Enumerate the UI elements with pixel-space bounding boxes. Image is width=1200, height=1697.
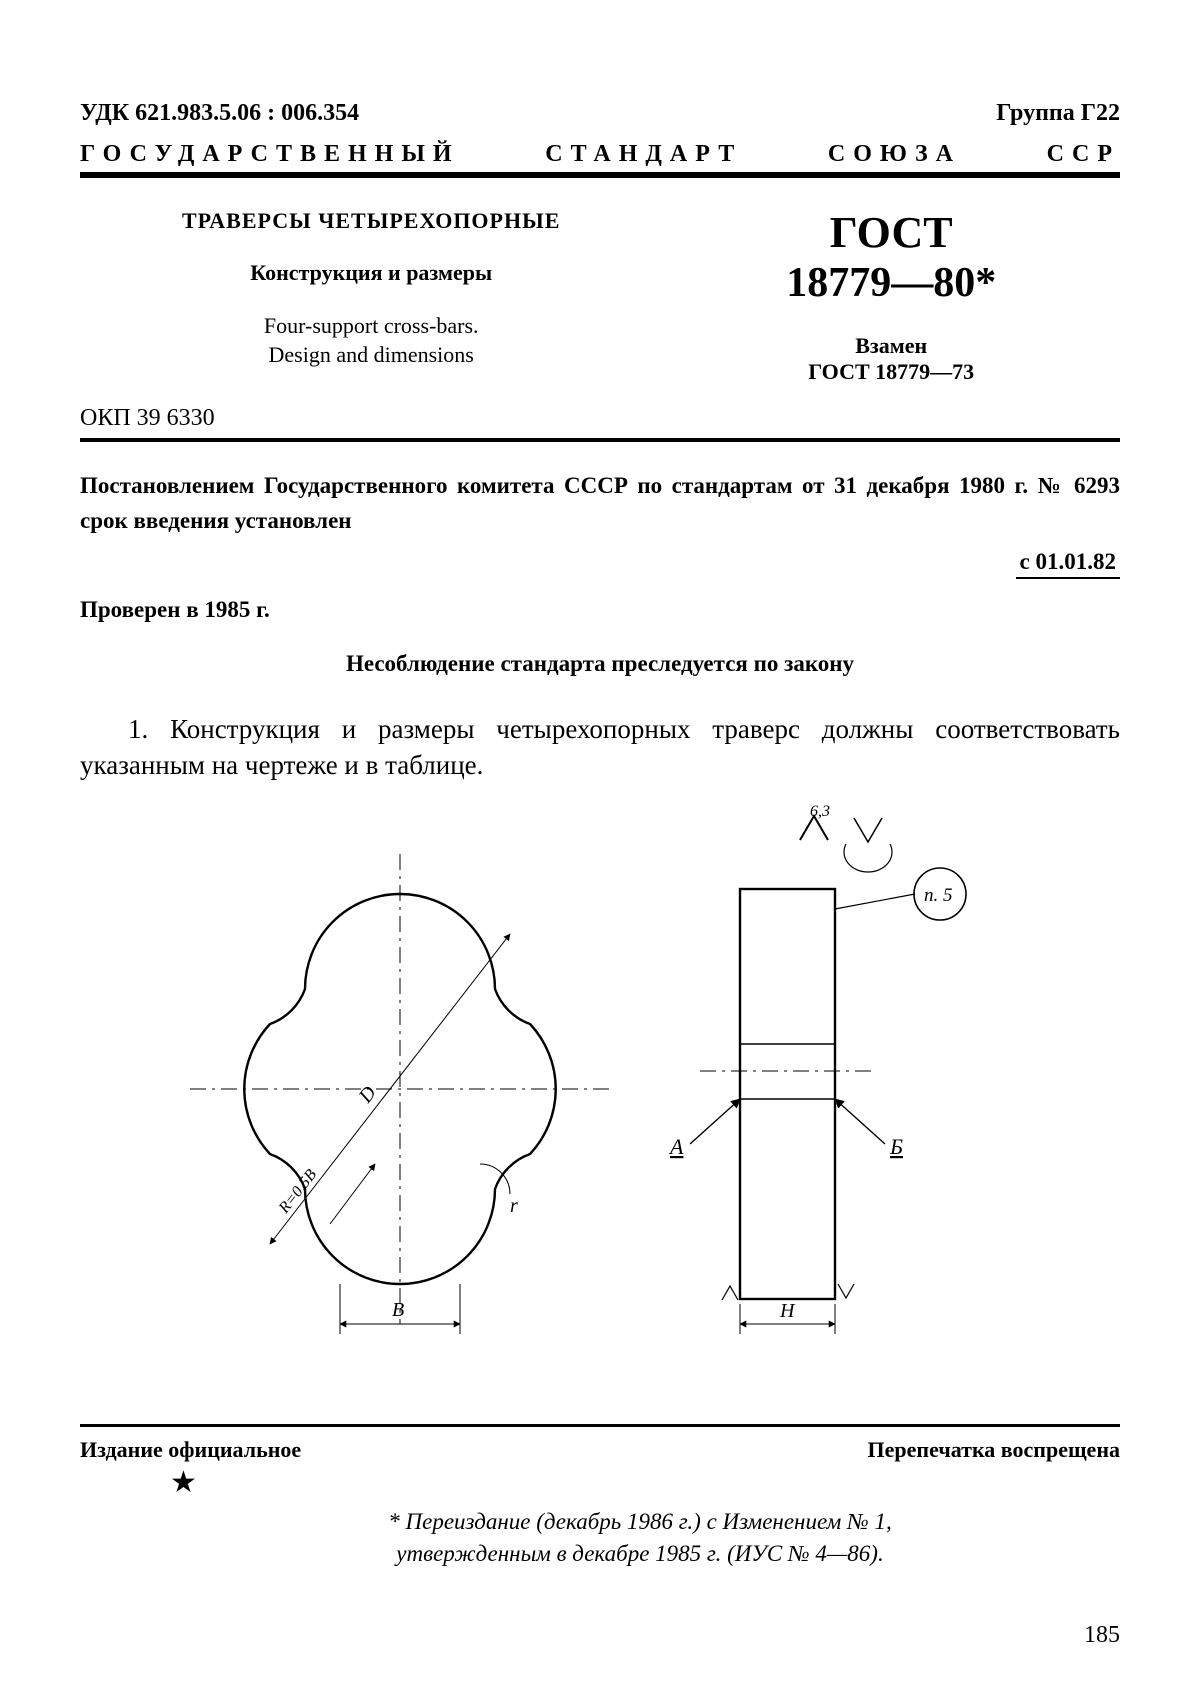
section-B: Б	[889, 1134, 903, 1159]
udk-code: УДК 621.983.5.06 : 006.354	[80, 100, 359, 127]
technical-drawing: 6,3 D r R=0,5B B А	[80, 794, 1120, 1414]
decree-text: Постановлением Государственного комитета…	[80, 468, 1120, 539]
okp-code: ОКП 39 6330	[80, 405, 1120, 432]
footer-rule	[80, 1424, 1120, 1427]
title-en-line2: Design and dimensions	[269, 342, 474, 367]
gost-number: 18779—80*	[662, 259, 1120, 307]
rule-thick-1	[80, 172, 1120, 178]
side-rect	[740, 889, 835, 1299]
replaces-code: ГОСТ 18779—73	[662, 359, 1120, 385]
section-A: А	[668, 1134, 684, 1159]
dim-r: r	[510, 1195, 518, 1217]
law-warning: Несоблюдение стандарта преследуется по з…	[80, 651, 1120, 677]
header-right: ГОСТ 18779—80* Взамен ГОСТ 18779—73	[662, 208, 1120, 385]
rule-2	[80, 438, 1120, 442]
footer-row: Издание официальное Перепечатка воспреще…	[80, 1437, 1120, 1463]
star-icon: ★	[170, 1465, 1120, 1500]
title-en: Four-support cross-bars. Design and dime…	[80, 312, 662, 369]
dim-D: D	[354, 1081, 381, 1107]
header-left: ТРАВЕРСЫ ЧЕТЫРЕХОПОРНЫЕ Конструкция и ра…	[80, 208, 662, 385]
group-code: Группа Г22	[996, 100, 1120, 127]
footer-right: Перепечатка воспрещена	[868, 1437, 1120, 1463]
title-en-line1: Four-support cross-bars.	[264, 313, 479, 338]
effective-row: с 01.01.82	[80, 549, 1120, 579]
footnote: * Переиздание (декабрь 1986 г.) с Измене…	[240, 1506, 1040, 1570]
page-number: 185	[1084, 1622, 1120, 1649]
checked-text: Проверен в 1985 г.	[80, 597, 1120, 623]
note-p5: п. 5	[924, 885, 953, 906]
footnote-line2: утвержденным в декабре 1985 г. (ИУС № 4—…	[396, 1541, 883, 1566]
footer-left: Издание официальное	[80, 1437, 301, 1463]
title-ru: ТРАВЕРСЫ ЧЕТЫРЕХОПОРНЫЕ	[80, 208, 662, 234]
replaces-label: Взамен	[662, 333, 1120, 359]
paragraph-1: 1. Конструкция и размеры четырехопорных …	[80, 711, 1120, 784]
dim-H: H	[779, 1300, 796, 1322]
top-meta-row: УДК 621.983.5.06 : 006.354 Группа Г22	[80, 100, 1120, 127]
surface-roughness-symbol: 6,3	[800, 803, 892, 872]
gost-label: ГОСТ	[662, 208, 1120, 259]
footnote-line1: * Переиздание (декабрь 1986 г.) с Измене…	[388, 1509, 891, 1534]
subtitle-ru: Конструкция и размеры	[80, 260, 662, 286]
header-block: ТРАВЕРСЫ ЧЕТЫРЕХОПОРНЫЕ Конструкция и ра…	[80, 208, 1120, 385]
dim-B: B	[392, 1299, 404, 1321]
banner-title: ГОСУДАРСТВЕННЫЙ СТАНДАРТ СОЮЗА ССР	[80, 141, 1120, 168]
effective-date: с 01.01.82	[1016, 549, 1120, 579]
